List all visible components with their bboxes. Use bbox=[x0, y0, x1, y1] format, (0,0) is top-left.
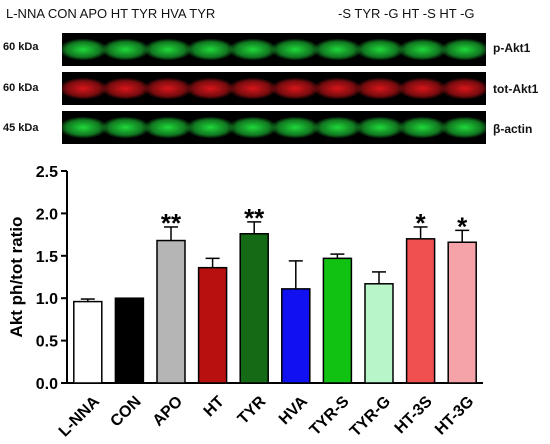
x-tick-label: TYR bbox=[235, 393, 270, 428]
blot-band bbox=[440, 38, 490, 61]
bar-apo bbox=[156, 239, 186, 384]
lane-labels-right: -S TYR -G HT -S HT -G bbox=[338, 6, 475, 21]
blot-band bbox=[228, 38, 278, 61]
blot-band bbox=[313, 38, 363, 61]
blot-row-3-size: 45 kDa bbox=[3, 122, 39, 134]
blot-band bbox=[58, 77, 108, 100]
blot-band bbox=[228, 77, 278, 100]
y-tick-label: 0.0 bbox=[36, 376, 58, 393]
blot-band bbox=[313, 77, 363, 100]
x-tick-label: HVA bbox=[276, 393, 311, 428]
blot-row-tot-akt1 bbox=[58, 72, 490, 105]
y-tick-label: 0.5 bbox=[36, 334, 58, 351]
blot-band bbox=[355, 38, 405, 61]
blot-row-3-protein: β-actin bbox=[493, 122, 533, 136]
blot-band bbox=[355, 77, 405, 100]
bar-ht bbox=[197, 266, 228, 384]
blot-row-1-size: 60 kDa bbox=[3, 41, 39, 53]
blot-band bbox=[270, 116, 320, 139]
blot-band bbox=[440, 116, 490, 139]
x-tick-label: TYR-G bbox=[347, 393, 394, 440]
blot-band bbox=[101, 38, 151, 61]
blot-band bbox=[313, 116, 363, 139]
significance-marker: * bbox=[457, 211, 468, 241]
lane-labels-left: L-NNA CON APO HT TYR HVA TYR bbox=[6, 6, 216, 21]
blot-band bbox=[185, 77, 235, 100]
bar-l-nna bbox=[73, 300, 103, 384]
blot-band bbox=[143, 77, 193, 100]
y-axis-label: Akt ph/tot ratio bbox=[7, 217, 26, 338]
blot-band bbox=[270, 77, 320, 100]
x-tick-label: HT-3G bbox=[432, 393, 477, 438]
blot-band bbox=[185, 116, 235, 139]
y-tick-label: 1.0 bbox=[36, 291, 58, 308]
significance-marker: * bbox=[416, 208, 427, 238]
x-tick-label: APO bbox=[150, 393, 187, 430]
x-tick-label: HT-3S bbox=[392, 393, 436, 437]
blot-row-p-akt1 bbox=[58, 33, 490, 66]
blot-band bbox=[397, 38, 447, 61]
bar-ht-3g bbox=[447, 241, 477, 384]
blot-band bbox=[397, 77, 447, 100]
bar-con bbox=[114, 297, 145, 384]
bar-tyr-g bbox=[364, 283, 394, 384]
blot-band bbox=[270, 38, 320, 61]
significance-marker: ** bbox=[161, 208, 182, 238]
x-tick-label: L-NNA bbox=[56, 393, 104, 441]
blot-band bbox=[185, 38, 235, 61]
blot-band bbox=[228, 116, 278, 139]
y-tick-label: 1.5 bbox=[36, 249, 58, 266]
blot-band bbox=[101, 77, 151, 100]
blot-band bbox=[58, 116, 108, 139]
x-tick-label: TYR-S bbox=[307, 393, 353, 439]
blot-lane-labels: L-NNA CON APO HT TYR HVA TYR -S TYR -G H… bbox=[0, 6, 550, 22]
blot-band bbox=[440, 77, 490, 100]
blot-row-2-size: 60 kDa bbox=[3, 82, 39, 94]
bar-tyr-s bbox=[322, 257, 353, 384]
bar-hva bbox=[281, 288, 311, 384]
bar-tyr bbox=[239, 233, 269, 384]
blot-band bbox=[397, 116, 447, 139]
blot-band bbox=[143, 38, 193, 61]
blot-band bbox=[101, 116, 151, 139]
blot-row-beta-actin bbox=[58, 111, 490, 144]
blot-band bbox=[355, 116, 405, 139]
x-tick-label: CON bbox=[107, 393, 144, 430]
significance-marker: ** bbox=[244, 203, 265, 233]
blot-row-1-protein: p-Akt1 bbox=[493, 41, 531, 55]
blot-band bbox=[143, 116, 193, 139]
bar-ht-3s bbox=[405, 238, 436, 384]
y-tick-label: 2.5 bbox=[36, 164, 58, 181]
y-tick-label: 2.0 bbox=[36, 206, 58, 223]
x-tick-label: HT bbox=[201, 393, 228, 420]
blot-row-2-protein: tot-Akt1 bbox=[493, 82, 539, 96]
blot-band bbox=[58, 38, 108, 61]
